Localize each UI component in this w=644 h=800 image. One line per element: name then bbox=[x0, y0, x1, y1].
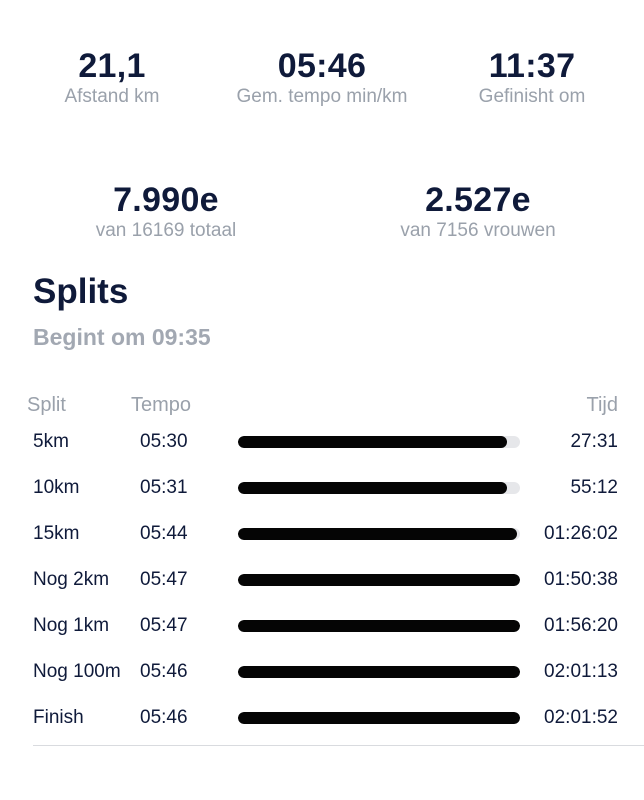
split-row: Nog 1km 05:47 01:56:20 bbox=[0, 611, 644, 641]
split-bar-fill bbox=[238, 620, 520, 632]
distance-label: Afstand km bbox=[64, 86, 160, 107]
split-name: Nog 100m bbox=[33, 661, 121, 682]
split-bar-fill bbox=[238, 482, 508, 494]
split-name: Nog 2km bbox=[33, 569, 110, 590]
split-bar-track bbox=[238, 482, 520, 494]
stat-distance: 21,1 Afstand km bbox=[0, 44, 224, 108]
split-name: 10km bbox=[33, 477, 80, 498]
split-tempo: 05:31 bbox=[140, 477, 188, 498]
split-tempo: 05:47 bbox=[140, 615, 188, 636]
split-tempo: 05:46 bbox=[140, 707, 188, 728]
bottom-divider bbox=[33, 745, 644, 746]
split-bar-fill bbox=[238, 528, 518, 540]
split-tempo: 05:47 bbox=[140, 569, 188, 590]
header-tempo: Tempo bbox=[131, 394, 192, 416]
split-name: Finish bbox=[33, 707, 84, 728]
pace-label: Gem. tempo min/km bbox=[236, 86, 408, 107]
split-bar-fill bbox=[238, 436, 508, 448]
header-time: Tijd bbox=[586, 394, 618, 416]
stat-overall-rank: 7.990e van 16169 totaal bbox=[0, 178, 332, 242]
split-name: Nog 1km bbox=[33, 615, 110, 636]
split-tempo: 05:44 bbox=[140, 523, 188, 544]
split-time: 02:01:52 bbox=[544, 707, 618, 728]
stat-finish-time: 11:37 Gefinisht om bbox=[420, 44, 644, 108]
split-time: 01:26:02 bbox=[544, 523, 618, 544]
split-name: 5km bbox=[33, 431, 69, 452]
split-row: 5km 05:30 27:31 bbox=[0, 427, 644, 457]
split-time: 01:56:20 bbox=[544, 615, 618, 636]
split-time: 55:12 bbox=[570, 477, 618, 498]
split-tempo: 05:30 bbox=[140, 431, 188, 452]
split-bar-track bbox=[238, 666, 520, 678]
overall-rank-value: 7.990e bbox=[113, 181, 219, 219]
finish-time-value: 11:37 bbox=[488, 47, 576, 85]
split-time: 01:50:38 bbox=[544, 569, 618, 590]
summary-stats: 21,1 Afstand km 05:46 Gem. tempo min/km … bbox=[0, 44, 644, 108]
split-bar-track bbox=[238, 574, 520, 586]
split-bar-fill bbox=[238, 574, 520, 586]
women-rank-value: 2.527e bbox=[425, 181, 531, 219]
split-bar-track bbox=[238, 712, 520, 724]
pace-value: 05:46 bbox=[277, 47, 367, 85]
split-bar-fill bbox=[238, 712, 520, 724]
stat-pace: 05:46 Gem. tempo min/km bbox=[224, 44, 420, 108]
split-bar-track bbox=[238, 620, 520, 632]
split-bar-track bbox=[238, 436, 520, 448]
finish-time-label: Gefinisht om bbox=[478, 86, 586, 107]
split-row: Finish 05:46 02:01:52 bbox=[0, 703, 644, 733]
split-row: 10km 05:31 55:12 bbox=[0, 473, 644, 503]
splits-title: Splits bbox=[33, 272, 129, 311]
women-rank-label: van 7156 vrouwen bbox=[400, 220, 556, 241]
stat-women-rank: 2.527e van 7156 vrouwen bbox=[332, 178, 624, 242]
split-row: 15km 05:44 01:26:02 bbox=[0, 519, 644, 549]
split-name: 15km bbox=[33, 523, 80, 544]
distance-value: 21,1 bbox=[78, 47, 146, 85]
split-tempo: 05:46 bbox=[140, 661, 188, 682]
split-row: Nog 100m 05:46 02:01:13 bbox=[0, 657, 644, 687]
split-time: 02:01:13 bbox=[544, 661, 618, 682]
splits-start-time: Begint om 09:35 bbox=[33, 324, 211, 350]
header-split: Split bbox=[27, 394, 66, 416]
overall-rank-label: van 16169 totaal bbox=[95, 220, 237, 241]
split-bar-fill bbox=[238, 666, 520, 678]
split-time: 27:31 bbox=[570, 431, 618, 452]
split-bar-track bbox=[238, 528, 520, 540]
split-row: Nog 2km 05:47 01:50:38 bbox=[0, 565, 644, 595]
ranking-stats: 7.990e van 16169 totaal 2.527e van 7156 … bbox=[0, 178, 644, 242]
